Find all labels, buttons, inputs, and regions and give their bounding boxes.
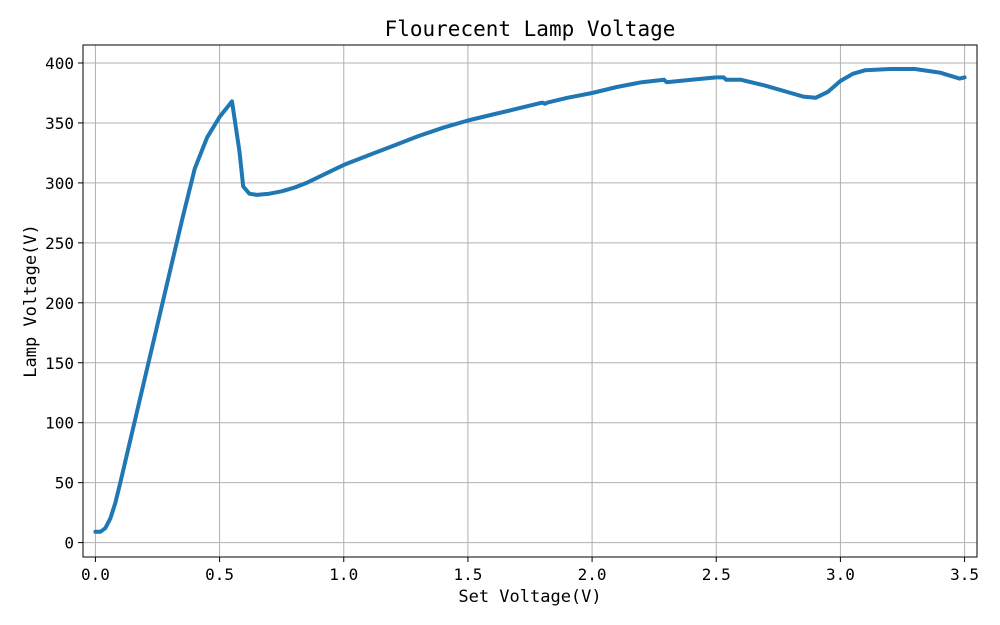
- plot-frame: [82, 44, 978, 558]
- series-layer: [93, 67, 967, 534]
- x-tick-label: 1.0: [329, 565, 358, 584]
- y-tick-label: 350: [45, 114, 74, 133]
- y-tick-label: 250: [45, 234, 74, 253]
- x-tick-label: 2.5: [702, 565, 731, 584]
- x-tick-label: 3.0: [826, 565, 855, 584]
- x-tick-label: 2.0: [578, 565, 607, 584]
- x-tick-label: 3.5: [950, 565, 979, 584]
- series-line: [93, 67, 967, 534]
- x-tick-label: 0.0: [81, 565, 110, 584]
- y-tick-label: 300: [45, 174, 74, 193]
- y-tick-label: 0: [64, 534, 74, 553]
- y-tick-label: 200: [45, 294, 74, 313]
- y-tick-label: 150: [45, 354, 74, 373]
- x-tick-label: 0.5: [205, 565, 234, 584]
- y-tick-label: 400: [45, 54, 74, 73]
- y-tick-label: 100: [45, 414, 74, 433]
- chart-title: Flourecent Lamp Voltage: [385, 17, 676, 41]
- x-axis-label: Set Voltage(V): [458, 587, 601, 607]
- y-axis-label: Lamp Voltage(V): [21, 224, 41, 378]
- axis-ticks: [78, 62, 966, 562]
- x-tick-label: 1.5: [453, 565, 482, 584]
- grid-lines: [83, 45, 977, 557]
- y-tick-label: 50: [55, 474, 74, 493]
